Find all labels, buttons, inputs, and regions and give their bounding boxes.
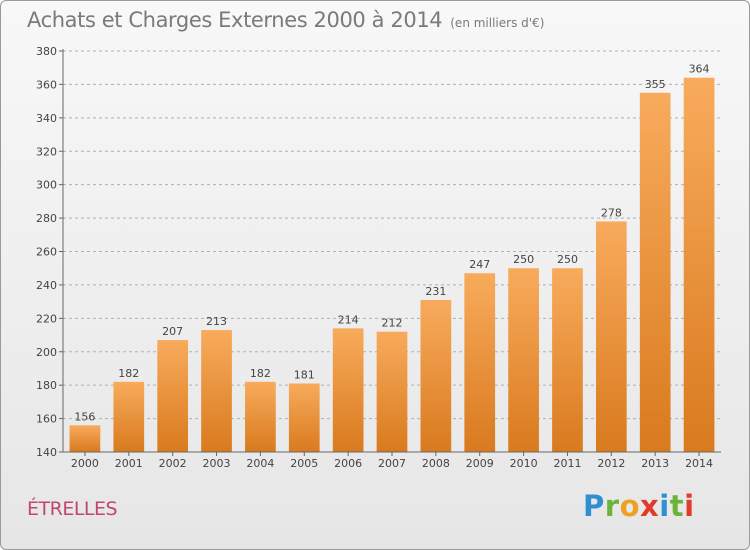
value-labels: 156 182 207 213 182 181 214 212 231 247 250 250 278 3… <box>74 63 709 424</box>
y-tick-label: 240 <box>36 279 57 292</box>
axes: 140 160 180 200 220 240 260 280 300 320 340 360 380 2… <box>36 45 721 470</box>
chart-subtitle: (en milliers d'€) <box>450 16 545 30</box>
y-tick-label: 260 <box>36 246 57 259</box>
x-tick-label: 2006 <box>334 457 362 470</box>
x-tick-label: 2011 <box>553 457 581 470</box>
bar <box>420 299 452 452</box>
logo-letter: x <box>640 489 660 523</box>
bar <box>288 383 320 452</box>
y-tick-label: 180 <box>36 379 57 392</box>
x-tick-label: 2014 <box>685 457 713 470</box>
y-tick-label: 200 <box>36 346 57 359</box>
logo-letter: o <box>619 489 641 523</box>
bar <box>508 268 539 452</box>
proxiti-logo: Proxiti <box>583 489 695 523</box>
bar-value-label: 156 <box>74 410 95 423</box>
bar <box>69 425 101 452</box>
bar <box>552 268 583 452</box>
bar <box>376 331 408 452</box>
x-tick-label: 2007 <box>378 457 406 470</box>
x-tick-label: 2001 <box>115 457 143 470</box>
y-tick-label: 300 <box>36 179 57 192</box>
x-tick-label: 2004 <box>246 457 274 470</box>
x-tick-label: 2000 <box>71 457 99 470</box>
bar-value-label: 364 <box>689 63 710 76</box>
y-tick-label: 360 <box>36 78 57 91</box>
bar <box>201 330 232 452</box>
y-tick-label: 280 <box>36 212 57 225</box>
bar <box>595 221 627 452</box>
chart-title: Achats et Charges Externes 2000 à 2014 <box>27 8 443 32</box>
bar <box>639 92 671 452</box>
bars <box>69 77 715 452</box>
bar-value-label: 182 <box>118 367 139 380</box>
y-tick-label: 160 <box>36 413 57 426</box>
bar <box>245 381 276 452</box>
y-tick-label: 220 <box>36 312 57 325</box>
bar-value-label: 212 <box>382 317 403 330</box>
logo-letter: P <box>583 489 605 523</box>
y-tick-label: 140 <box>36 446 57 459</box>
commune-name: ÉTRELLES <box>27 498 118 520</box>
bar <box>157 340 189 452</box>
bar <box>332 328 364 452</box>
x-tick-label: 2002 <box>159 457 187 470</box>
x-tick-label: 2010 <box>510 457 538 470</box>
x-tick-label: 2003 <box>203 457 231 470</box>
x-tick-label: 2013 <box>641 457 669 470</box>
bar-value-label: 213 <box>206 315 227 328</box>
bar-value-label: 250 <box>557 253 578 266</box>
bar <box>113 381 145 452</box>
y-tick-label: 380 <box>36 45 57 58</box>
bar-value-label: 214 <box>338 313 359 326</box>
bar-value-label: 181 <box>294 368 315 381</box>
bar <box>464 273 496 452</box>
title-row: Achats et Charges Externes 2000 à 2014 (e… <box>27 8 544 32</box>
bar-value-label: 207 <box>162 325 183 338</box>
x-tick-label: 2005 <box>290 457 318 470</box>
logo-letter: i <box>659 489 670 523</box>
x-tick-label: 2012 <box>597 457 625 470</box>
bar-value-label: 250 <box>513 253 534 266</box>
bar-value-label: 278 <box>601 206 622 219</box>
bar-value-label: 182 <box>250 367 271 380</box>
bar-value-label: 231 <box>425 285 446 298</box>
bar <box>683 77 715 452</box>
x-tick-label: 2009 <box>466 457 494 470</box>
logo-letter: t <box>669 489 685 523</box>
bar-value-label: 355 <box>645 78 666 91</box>
x-tick-label: 2008 <box>422 457 450 470</box>
logo-letter: r <box>604 489 620 523</box>
y-tick-label: 320 <box>36 145 57 158</box>
y-tick-label: 340 <box>36 112 57 125</box>
bar-value-label: 247 <box>469 258 490 271</box>
logo-letter: i <box>684 489 695 523</box>
